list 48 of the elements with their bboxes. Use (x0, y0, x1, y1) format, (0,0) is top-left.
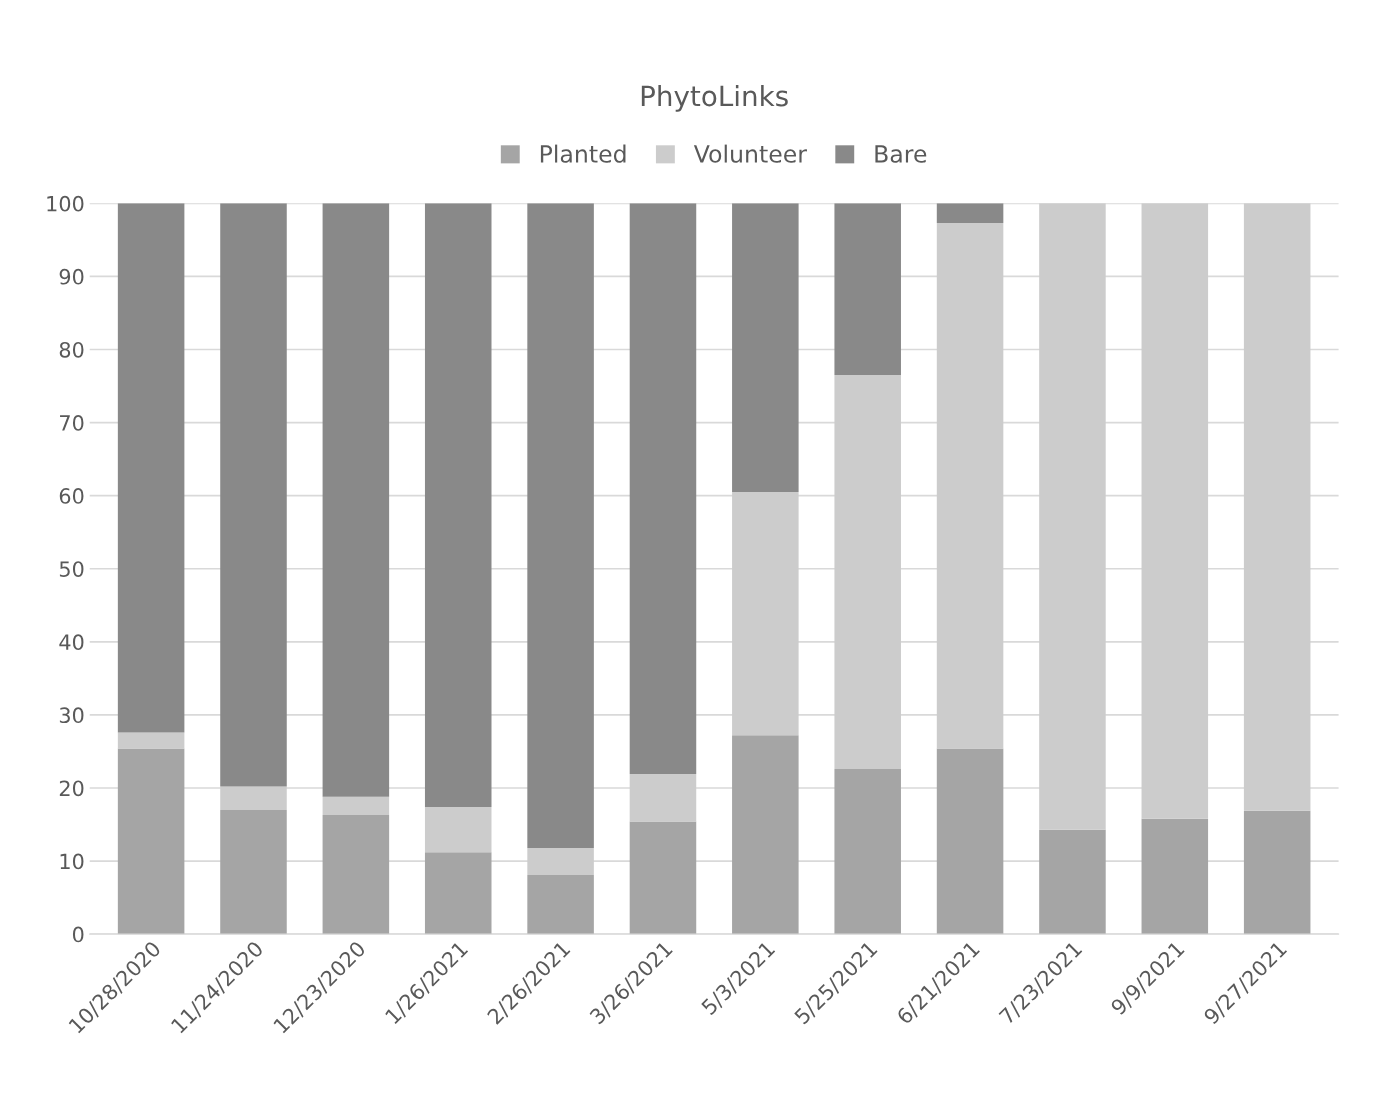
bar (1039, 203, 1106, 830)
y-tick-label: 70 (60, 415, 84, 431)
bar (629, 203, 697, 775)
bar (834, 203, 901, 376)
y-tick-label: 50 (59, 561, 84, 577)
bar (322, 815, 390, 935)
bar (117, 748, 185, 935)
bar (220, 809, 287, 935)
y-tick-label: 40 (59, 634, 84, 651)
y-tick-label: 100 (47, 195, 84, 212)
y-tick-label: 20 (59, 780, 84, 797)
bar (322, 796, 390, 816)
bar (1141, 203, 1209, 819)
bar (732, 735, 799, 935)
bar (424, 852, 492, 935)
bar (834, 375, 901, 769)
bar (424, 203, 492, 807)
legend-label: Bare (875, 145, 927, 163)
bar (732, 203, 799, 492)
y-tick-label: 80 (59, 341, 84, 358)
y-tick-label: 10 (60, 853, 84, 870)
bar (1141, 818, 1209, 935)
bar (1039, 829, 1106, 935)
bar (117, 732, 185, 749)
bar (936, 223, 1004, 749)
bar (1243, 203, 1311, 811)
y-tick-label: 0 (72, 926, 84, 943)
legend-label: Volunteer (693, 144, 807, 163)
bar (117, 203, 185, 733)
bar (220, 203, 287, 787)
chart-title: PhytoLinks (641, 84, 788, 112)
y-tick-label: 90 (59, 268, 84, 285)
y-tick-label: 60 (59, 488, 84, 504)
bar (527, 847, 594, 875)
legend-label: Planted (540, 144, 626, 163)
bar (936, 203, 1004, 224)
bar (629, 821, 697, 935)
bar (527, 203, 594, 848)
bar (1243, 810, 1311, 935)
bar (527, 874, 594, 935)
y-tick-label: 30 (59, 707, 84, 724)
bar (936, 748, 1004, 935)
bar (322, 203, 390, 797)
bar (834, 768, 901, 935)
bar (424, 806, 492, 853)
bar (732, 491, 799, 736)
bar (220, 786, 287, 810)
bar (629, 774, 697, 822)
